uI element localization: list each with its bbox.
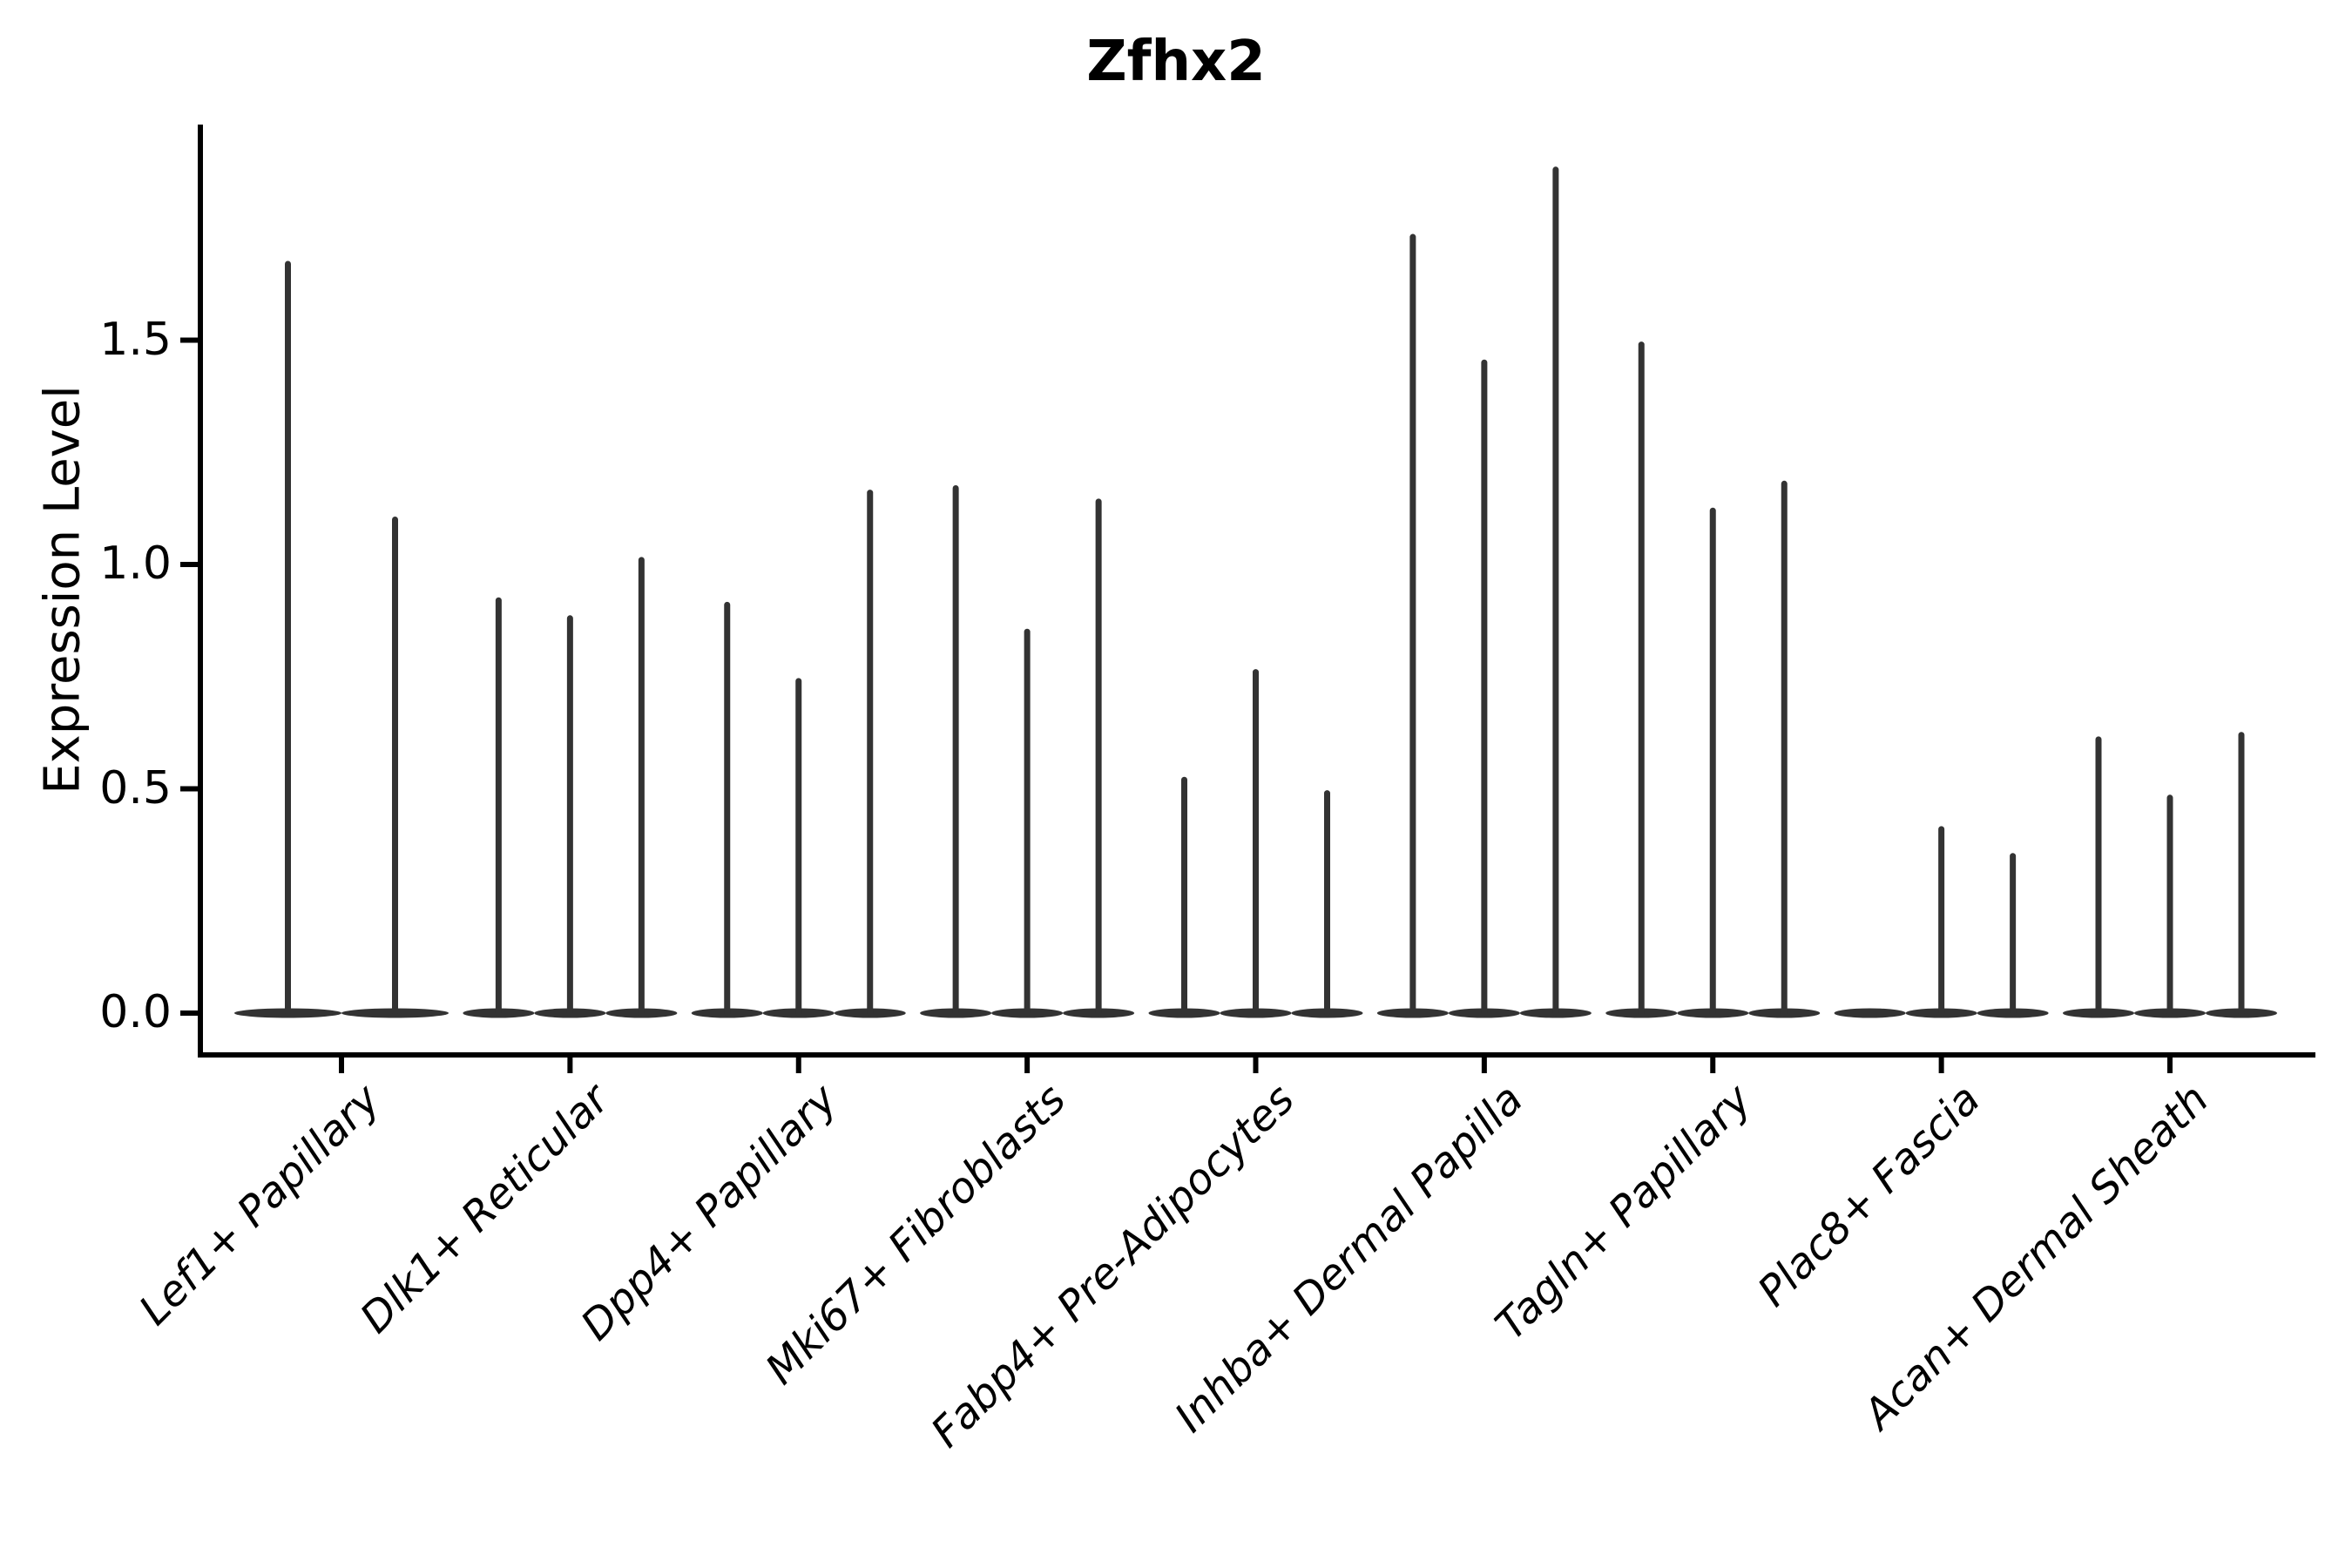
y-tick <box>180 562 200 567</box>
y-tick-label: 1.0 <box>99 537 172 590</box>
y-tick-label: 0.0 <box>99 985 172 1038</box>
x-tick <box>1938 1058 1944 1073</box>
y-tick <box>180 337 200 343</box>
x-tick <box>567 1058 573 1073</box>
x-tick <box>2167 1058 2173 1073</box>
x-axis-spine <box>198 1052 2315 1058</box>
y-tick <box>180 786 200 792</box>
violin-base <box>1834 1008 1906 1018</box>
x-tick <box>1024 1058 1031 1073</box>
y-tick-label: 1.5 <box>99 313 172 366</box>
x-tick <box>1481 1058 1487 1073</box>
y-tick <box>180 1010 200 1016</box>
x-tick <box>1710 1058 1716 1073</box>
y-axis-spine <box>198 125 203 1058</box>
y-tick-label: 0.5 <box>99 761 172 814</box>
x-tick <box>1253 1058 1259 1073</box>
plot-title: Zfhx2 <box>1086 30 1266 94</box>
x-tick <box>795 1058 801 1073</box>
x-tick <box>339 1058 344 1073</box>
